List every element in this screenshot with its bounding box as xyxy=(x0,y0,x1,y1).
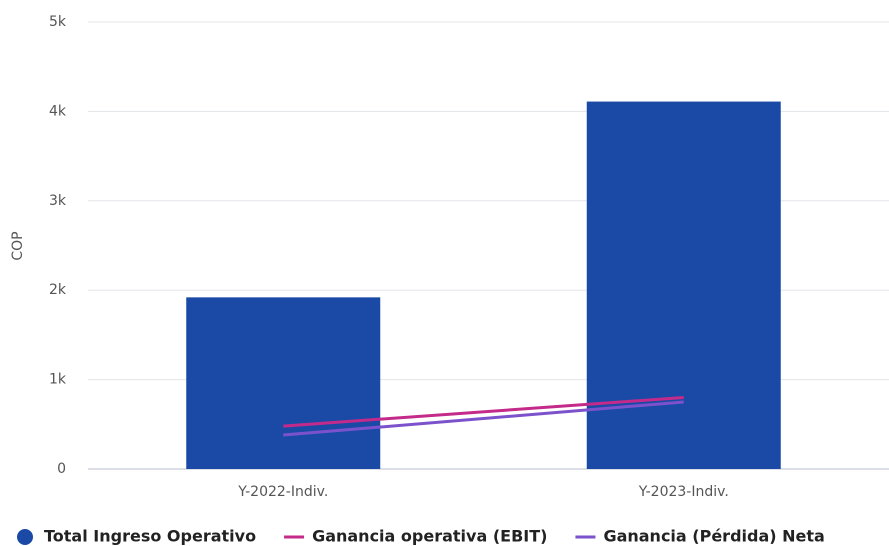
legend-label: Total Ingreso Operativo xyxy=(44,527,256,546)
y-tick-label: 2k xyxy=(49,282,67,298)
line xyxy=(283,400,684,437)
y-axis-label: COP xyxy=(10,231,26,260)
x-tick-label: Y-2022-Indiv. xyxy=(237,484,328,500)
legend-label: Ganancia (Pérdida) Neta xyxy=(603,527,824,546)
x-tick-label: Y-2023-Indiv. xyxy=(638,484,729,500)
bar xyxy=(586,101,781,469)
bar xyxy=(186,297,381,469)
line xyxy=(283,395,684,428)
y-tick-label: 3k xyxy=(49,193,67,209)
y-tick-label: 1k xyxy=(49,372,67,388)
y-tick-label: 4k xyxy=(49,103,67,119)
legend-marker xyxy=(17,529,33,545)
y-tick-label: 5k xyxy=(49,14,67,30)
y-tick-label: 0 xyxy=(57,461,66,477)
legend-label: Ganancia operativa (EBIT) xyxy=(312,527,547,546)
